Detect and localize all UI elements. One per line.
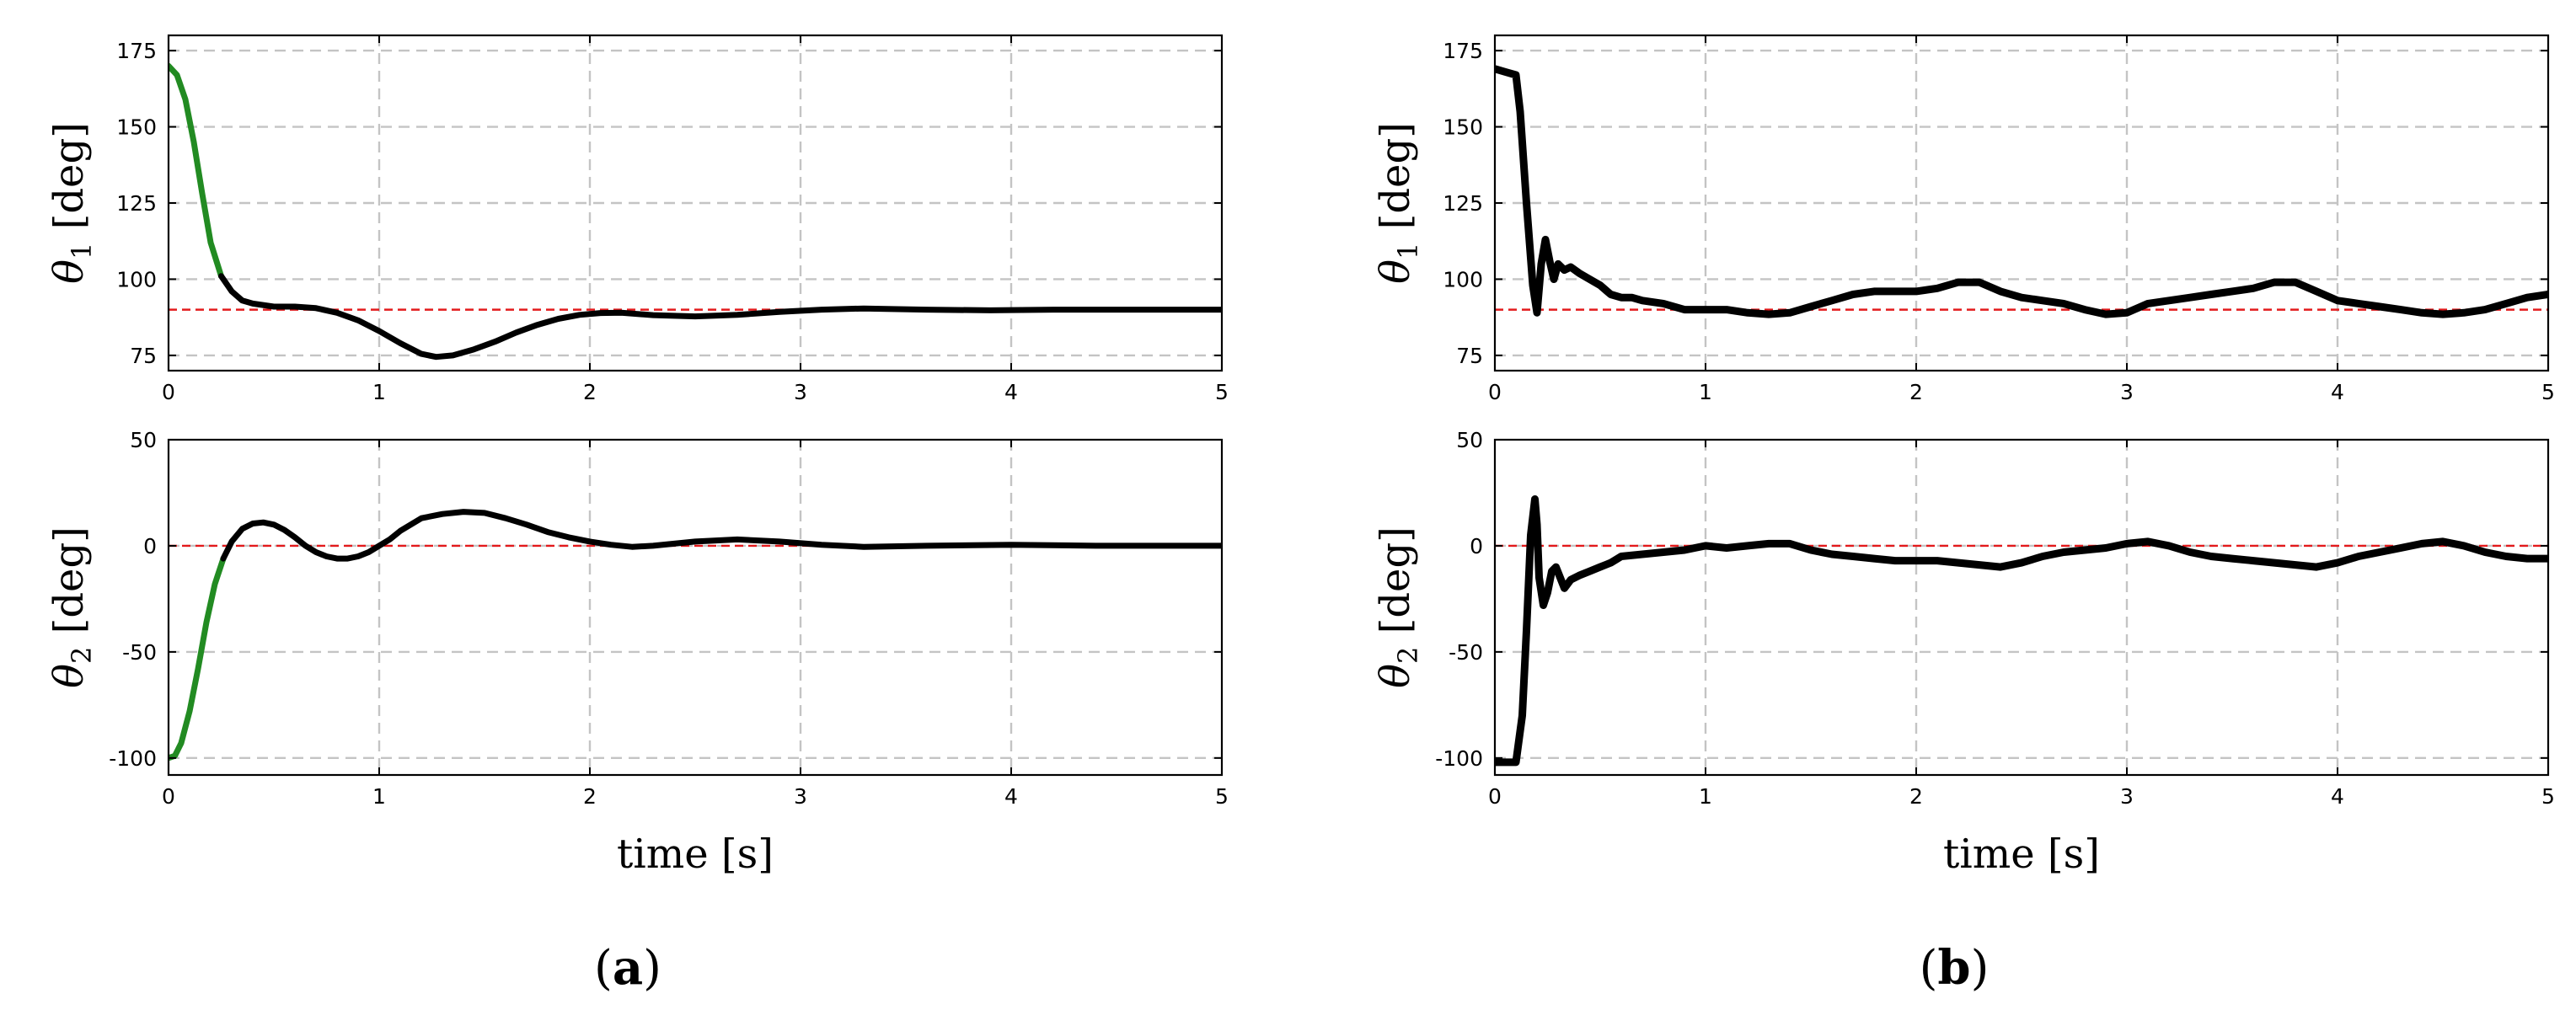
panel-label: (a) (594, 940, 661, 996)
y-tick-label: 75 (130, 344, 157, 368)
x-tick-label: 2 (1909, 380, 1923, 404)
panel-label: (b) (1920, 940, 1990, 996)
y-tick-label: -100 (109, 746, 157, 771)
x-tick-label: 5 (1215, 784, 1229, 809)
x-tick-label: 1 (372, 380, 386, 404)
y-tick-label: 150 (1443, 115, 1483, 140)
y-axis-label: θ1 [deg] (1372, 122, 1424, 284)
x-tick-label: 2 (583, 380, 597, 404)
y-tick-label: 175 (1443, 39, 1483, 63)
x-tick-label: 0 (1488, 380, 1502, 404)
y-axis-symbol: θ (1372, 664, 1419, 688)
y-tick-label: 100 (1443, 267, 1483, 291)
y-axis-unit: [deg] (46, 122, 93, 243)
plot-frame (1493, 438, 2550, 777)
y-tick-label: 50 (1456, 428, 1483, 452)
x-tick-label: 1 (1699, 784, 1712, 809)
x-tick-label: 2 (583, 784, 597, 809)
y-axis-label: θ1 [deg] (46, 122, 98, 284)
y-axis-unit: [deg] (1372, 122, 1419, 243)
series-line-1 (1495, 495, 2548, 767)
x-tick-label: 3 (2120, 784, 2134, 809)
y-tick-label: 50 (130, 428, 157, 452)
y-tick-label: 0 (143, 534, 157, 558)
x-tick-label: 3 (794, 380, 807, 404)
panel-label-open: ( (594, 941, 613, 996)
x-tick-label: 0 (162, 380, 175, 404)
panel-label-letter: a (613, 940, 643, 996)
x-tick-label: 0 (162, 784, 175, 809)
x-tick-label: 4 (1004, 784, 1018, 809)
plot-frame (167, 438, 1224, 777)
series-group (1495, 65, 2548, 318)
y-axis-unit: [deg] (1372, 526, 1419, 647)
x-tick-label: 1 (1699, 380, 1712, 404)
y-axis-symbol: θ (46, 664, 93, 688)
y-axis-label: θ2 [deg] (46, 526, 98, 688)
y-tick-label: -50 (1449, 640, 1483, 665)
x-tick-label: 3 (794, 784, 807, 809)
x-tick-label: 4 (2331, 380, 2344, 404)
y-tick-label: 125 (116, 191, 157, 216)
x-axis-label: time [s] (617, 831, 774, 878)
y-tick-label: -100 (1435, 746, 1483, 771)
x-tick-label: 1 (372, 784, 386, 809)
y-tick-label: 75 (1456, 344, 1483, 368)
series-line-1 (1495, 65, 2548, 318)
y-axis-label: θ2 [deg] (1372, 526, 1424, 688)
series-line-2 (218, 273, 1222, 361)
x-tick-label: 5 (1215, 380, 1229, 404)
y-axis-symbol: θ (46, 259, 93, 284)
y-axis-subscript: 2 (66, 647, 98, 664)
x-tick-label: 4 (2331, 784, 2344, 809)
series-group (169, 509, 1222, 761)
x-tick-label: 2 (1909, 784, 1923, 809)
y-axis-unit: [deg] (46, 526, 93, 647)
y-axis-symbol: θ (1372, 259, 1419, 284)
x-tick-label: 5 (2541, 784, 2555, 809)
series-line-1 (169, 62, 224, 280)
y-axis-subscript: 1 (1392, 243, 1424, 259)
y-tick-label: 175 (116, 39, 157, 63)
panel-label-letter: b (1937, 940, 1970, 996)
series-line-2 (220, 509, 1222, 562)
y-tick-label: 100 (116, 267, 157, 291)
series-line-1 (169, 555, 227, 761)
y-tick-label: 0 (1470, 534, 1483, 558)
panel-label-open: ( (1920, 941, 1938, 996)
panel-label-close: ) (643, 941, 661, 996)
y-tick-label: 150 (116, 115, 157, 140)
series-group (1495, 495, 2548, 767)
panel-label-close: ) (1971, 941, 1990, 996)
x-axis-label: time [s] (1943, 831, 2100, 878)
y-axis-subscript: 1 (66, 243, 98, 259)
x-tick-label: 3 (2120, 380, 2134, 404)
series-group (169, 62, 1222, 361)
y-axis-subscript: 2 (1392, 647, 1424, 664)
y-tick-label: 125 (1443, 191, 1483, 216)
x-tick-label: 0 (1488, 784, 1502, 809)
x-tick-label: 5 (2541, 380, 2555, 404)
x-tick-label: 4 (1004, 380, 1018, 404)
y-tick-label: -50 (122, 640, 157, 665)
